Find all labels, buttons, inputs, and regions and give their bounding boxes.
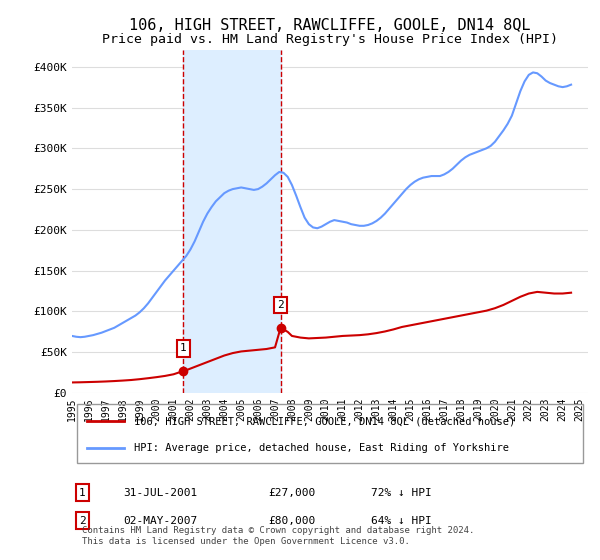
Text: Price paid vs. HM Land Registry's House Price Index (HPI): Price paid vs. HM Land Registry's House … (102, 32, 558, 46)
Text: 64% ↓ HPI: 64% ↓ HPI (371, 516, 432, 526)
Text: 2: 2 (79, 516, 86, 526)
Text: HPI: Average price, detached house, East Riding of Yorkshire: HPI: Average price, detached house, East… (134, 442, 509, 452)
Text: 106, HIGH STREET, RAWCLIFFE, GOOLE, DN14 8QL: 106, HIGH STREET, RAWCLIFFE, GOOLE, DN14… (129, 18, 531, 32)
Bar (184, 50, 281, 393)
Text: 1: 1 (79, 488, 86, 498)
Text: 2: 2 (277, 300, 284, 310)
Text: 31-JUL-2001: 31-JUL-2001 (124, 488, 198, 498)
Text: £27,000: £27,000 (268, 488, 316, 498)
Text: £80,000: £80,000 (268, 516, 316, 526)
Text: 1: 1 (180, 343, 187, 353)
Text: 106, HIGH STREET, RAWCLIFFE, GOOLE, DN14 8QL (detached house): 106, HIGH STREET, RAWCLIFFE, GOOLE, DN14… (134, 416, 515, 426)
Text: 72% ↓ HPI: 72% ↓ HPI (371, 488, 432, 498)
Text: 02-MAY-2007: 02-MAY-2007 (124, 516, 198, 526)
Text: Contains HM Land Registry data © Crown copyright and database right 2024.
This d: Contains HM Land Registry data © Crown c… (82, 526, 475, 545)
